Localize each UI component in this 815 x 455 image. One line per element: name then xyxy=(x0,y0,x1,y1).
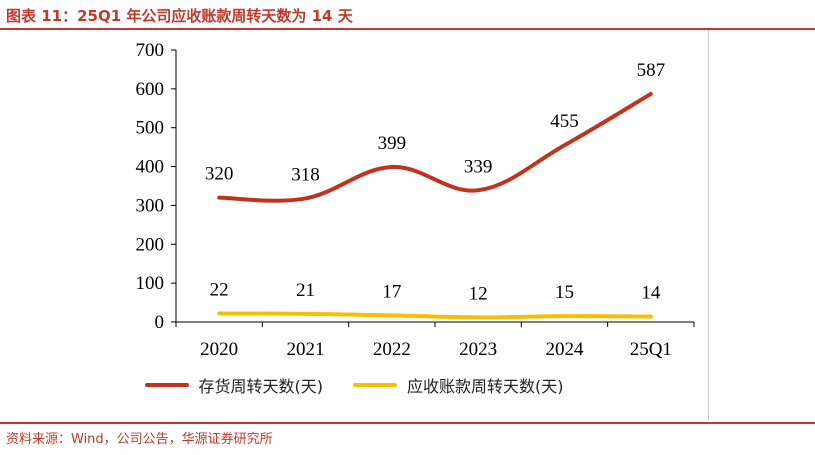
x-tick-label: 2020 xyxy=(200,339,238,360)
y-tick-label: 300 xyxy=(136,195,165,216)
line-chart: 0 100 200 300 400 500 600 700 2020 2021 2022 2023 20… xyxy=(136,40,695,360)
data-label: 17 xyxy=(382,281,401,302)
y-tick-label: 700 xyxy=(136,40,165,61)
series-line-1 xyxy=(217,91,653,203)
y-tick-label: 400 xyxy=(136,157,165,178)
legend-swatch-receivables xyxy=(353,383,397,387)
source-rule xyxy=(0,422,815,424)
source-note: 资料来源：Wind，公司公告，华源证券研究所 xyxy=(6,432,273,447)
side-rule xyxy=(708,30,709,420)
data-label: 587 xyxy=(637,60,666,81)
data-label: 15 xyxy=(555,282,574,303)
legend-label-receivables: 应收账款周转天数(天) xyxy=(407,377,564,396)
x-tick-label: 2023 xyxy=(459,339,497,360)
x-tick-label: 2021 xyxy=(287,339,325,360)
data-label: 21 xyxy=(296,280,315,301)
series-line-2 xyxy=(217,311,653,320)
data-label: 22 xyxy=(210,279,229,300)
chart-legend: 存货周转天数(天) 应收账款周转天数(天) xyxy=(0,373,708,397)
figure-title: 图表 11：25Q1 年公司应收账款周转天数为 14 天 xyxy=(6,7,353,25)
y-tick-label: 600 xyxy=(136,79,165,100)
data-label: 339 xyxy=(464,156,493,177)
data-label: 14 xyxy=(641,283,661,304)
data-label: 455 xyxy=(550,111,579,132)
data-label: 12 xyxy=(469,283,488,304)
legend-item-inventory: 存货周转天数(天) xyxy=(144,373,324,397)
x-tick-label: 2022 xyxy=(373,339,411,360)
y-tick-label: 0 xyxy=(155,312,165,333)
data-label: 318 xyxy=(291,164,320,185)
title-rule xyxy=(0,28,815,30)
x-tick-label: 25Q1 xyxy=(630,339,672,360)
legend-swatch-inventory xyxy=(144,383,189,387)
data-label: 320 xyxy=(205,164,234,185)
x-tick-label: 2024 xyxy=(546,339,585,360)
legend-item-receivables: 应收账款周转天数(天) xyxy=(353,373,564,397)
y-tick-label: 100 xyxy=(136,273,165,294)
legend-label-inventory: 存货周转天数(天) xyxy=(198,377,324,396)
y-tick-label: 200 xyxy=(136,234,165,255)
data-label: 399 xyxy=(378,133,407,154)
y-tick-label: 500 xyxy=(136,118,165,139)
